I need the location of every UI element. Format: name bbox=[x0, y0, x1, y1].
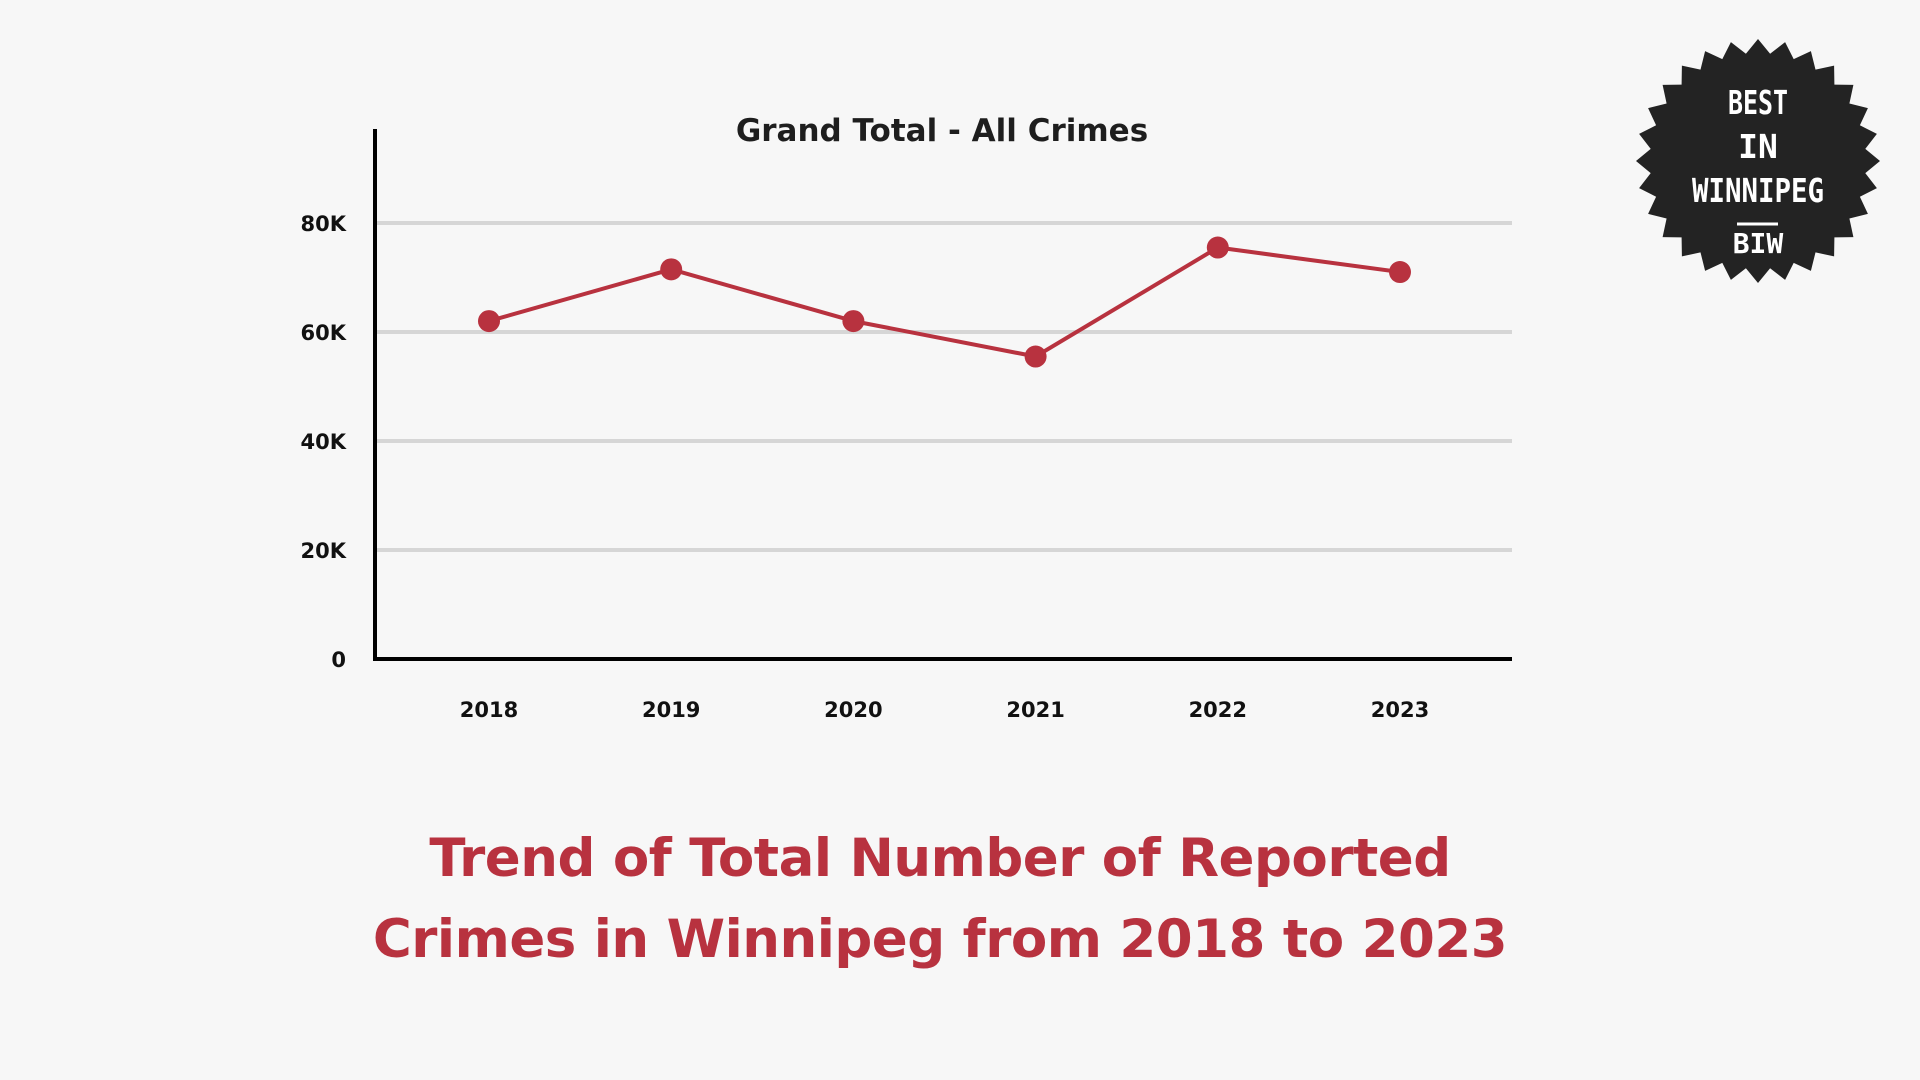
data-point bbox=[1389, 261, 1411, 284]
y-tick-label: 80K bbox=[301, 212, 347, 236]
data-point bbox=[842, 310, 865, 333]
badge-line-winnipeg: WINNIPEG bbox=[1692, 171, 1824, 210]
data-point bbox=[1024, 345, 1047, 368]
y-tick-label: 60K bbox=[301, 321, 347, 345]
chart-title: Grand Total - All Crimes bbox=[736, 113, 1148, 149]
x-tick-label: 2018 bbox=[460, 698, 518, 722]
series-points bbox=[478, 236, 1411, 368]
y-tick-label: 0 bbox=[331, 648, 346, 672]
badge-line-best: BEST bbox=[1728, 83, 1788, 122]
x-tick-label: 2022 bbox=[1189, 698, 1247, 722]
data-point bbox=[1206, 236, 1229, 259]
badge-line-biw: BIW bbox=[1733, 227, 1784, 260]
best-in-winnipeg-badge: BEST IN WINNIPEG BIW bbox=[1636, 39, 1880, 283]
x-tick-label: 2020 bbox=[824, 698, 882, 722]
y-axis-ticks: 0 20K 40K 60K 80K bbox=[301, 212, 347, 672]
x-axis-ticks: 2018 2019 2020 2021 2022 2023 bbox=[460, 698, 1429, 722]
badge-seal bbox=[1636, 39, 1880, 283]
x-tick-label: 2019 bbox=[642, 698, 700, 722]
caption-line-2: Crimes in Winnipeg from 2018 to 2023 bbox=[372, 909, 1508, 970]
y-tick-label: 20K bbox=[301, 539, 347, 563]
data-point bbox=[478, 310, 500, 333]
x-tick-label: 2021 bbox=[1006, 698, 1064, 722]
gridlines bbox=[375, 221, 1512, 552]
caption-line-1: Trend of Total Number of Reported bbox=[429, 828, 1451, 889]
data-point bbox=[660, 258, 683, 281]
series-line bbox=[488, 245, 1401, 359]
x-tick-label: 2023 bbox=[1371, 698, 1429, 722]
y-tick-label: 40K bbox=[301, 430, 347, 454]
caption: Trend of Total Number of Reported Crimes… bbox=[260, 818, 1620, 980]
badge-line-in: IN bbox=[1738, 127, 1778, 166]
